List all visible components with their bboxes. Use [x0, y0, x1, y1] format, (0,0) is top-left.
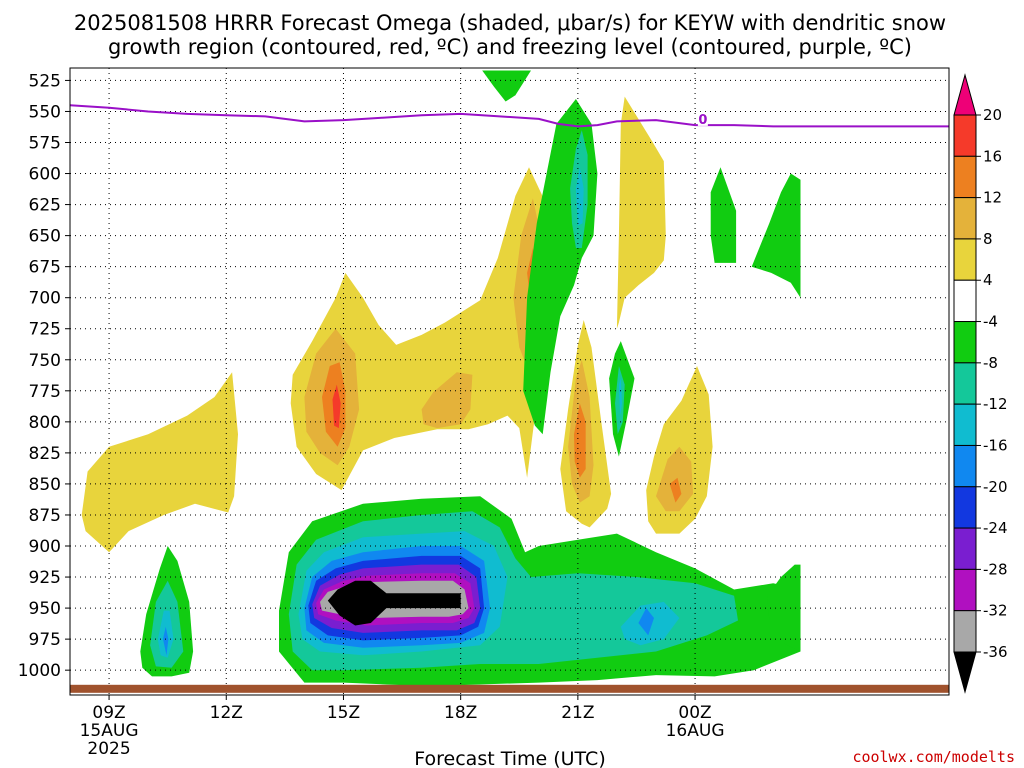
x-axis-title: Forecast Time (UTC): [414, 748, 605, 768]
y-tick-label: 900: [29, 537, 61, 557]
colorbar-bin: [953, 403, 977, 446]
omega-region-39: [327, 580, 461, 626]
colorbar-top-triangle: [953, 73, 977, 116]
freezing-level-contour: 0: [69, 104, 949, 128]
plot-frame: [69, 67, 950, 696]
colorbar-bin: [953, 568, 977, 612]
y-tick-label: 775: [29, 382, 61, 402]
colorbar-level-label: -20: [983, 478, 1008, 496]
x-tick-label: 21Z: [561, 703, 594, 723]
y-tick-label: 875: [29, 506, 61, 526]
colorbar-level-label: -8: [983, 354, 998, 372]
y-tick-label: 725: [29, 320, 61, 340]
y-tick-label: 650: [29, 227, 61, 247]
omega-region-15: [482, 70, 531, 102]
colorbar-level-label: 12: [983, 189, 1002, 207]
x-tick-label: 09Z: [92, 703, 125, 723]
x-tick-label: 00Z: [678, 703, 711, 723]
y-tick-label: 675: [29, 258, 61, 278]
colorbar-bin: [953, 238, 977, 281]
omega-region-14: [332, 384, 341, 429]
omega-region-12: [574, 403, 586, 478]
y-tick-label: 600: [29, 165, 61, 185]
omega-colorbar: 20 16 12 8 4 -4 -8 -12 -16 -20 -24 -28 -32 -36: [953, 73, 1008, 694]
omega-region-28: [575, 167, 584, 226]
y-tick-label: 750: [29, 351, 61, 371]
colorbar-level-label: 4: [983, 271, 993, 289]
colorbar-level-label: -32: [983, 602, 1008, 620]
colorbar-bin: [953, 321, 977, 364]
colorbar-level-label: -36: [983, 643, 1008, 661]
colorbar-bin: [953, 486, 977, 529]
y-tick-label: 700: [29, 289, 61, 309]
x-tick-label: 15AUG: [80, 721, 139, 741]
chart-title-line2: growth region (contoured, red, ºC) and f…: [108, 35, 912, 59]
y-tick-label: 550: [29, 102, 61, 122]
colorbar-bin: [953, 279, 977, 323]
y-tick-label: 925: [29, 568, 61, 588]
omega-region-0: [81, 372, 238, 553]
colorbar-level-label: -24: [983, 519, 1008, 537]
colorbar-bin: [953, 527, 977, 570]
freezing-level-line: [69, 104, 949, 128]
colorbar-level-label: -12: [983, 395, 1008, 413]
omega-region-32: [163, 626, 169, 656]
omega-region-9: [656, 446, 694, 512]
y-tick-label: 800: [29, 413, 61, 433]
colorbar-level-label: -16: [983, 436, 1008, 454]
x-tick-label: 18Z: [444, 703, 477, 723]
x-tick-label: 16AUG: [666, 721, 725, 741]
colorbar-bin: [953, 114, 977, 157]
y-tick-label: 950: [29, 599, 61, 619]
omega-region-18: [710, 167, 737, 263]
y-tick-label: 575: [29, 133, 61, 153]
omega-region-34: [638, 608, 654, 636]
y-tick-label: 1000: [18, 661, 61, 681]
colorbar-level-label: -4: [983, 313, 998, 331]
pressure-axis: 525 550 575 600 625 650 675 700 725 750 775 800 825 8…: [18, 71, 70, 681]
chart-title-line1: 2025081508 HRRR Forecast Omega (shaded, …: [74, 11, 946, 35]
omega-region-6: [421, 372, 473, 429]
omega-shaded-regions: [81, 70, 801, 686]
omega-region-19: [751, 173, 801, 298]
credit-text: coolwx.com/modelts: [852, 748, 1015, 766]
colorbar-bin: [953, 197, 977, 240]
y-tick-label: 850: [29, 475, 61, 495]
y-tick-label: 825: [29, 444, 61, 464]
y-tick-label: 975: [29, 630, 61, 650]
surface-ground-bar: [70, 684, 949, 693]
colorbar-bin: [953, 610, 977, 653]
colorbar-bin: [953, 444, 977, 488]
y-tick-label: 525: [29, 71, 61, 91]
omega-region-22: [767, 564, 801, 652]
x-tick-label: 2025: [87, 739, 130, 759]
freezing-level-label: 0: [698, 113, 707, 128]
colorbar-level-label: 20: [983, 106, 1002, 124]
colorbar-level-label: 16: [983, 147, 1002, 165]
omega-region-13: [669, 477, 682, 503]
colorbar-bottom-triangle: [953, 651, 977, 694]
x-tick-label: 12Z: [210, 703, 243, 723]
freezing-label-bg: [697, 111, 708, 126]
colorbar-level-label: 8: [983, 230, 993, 248]
colorbar-bin: [953, 155, 977, 199]
x-tick-label: 15Z: [327, 703, 360, 723]
omega-region-3: [616, 96, 666, 329]
y-tick-label: 625: [29, 196, 61, 216]
colorbar-bin: [953, 362, 977, 405]
colorbar-level-label: -28: [983, 560, 1008, 578]
omega-region-29: [618, 378, 622, 416]
